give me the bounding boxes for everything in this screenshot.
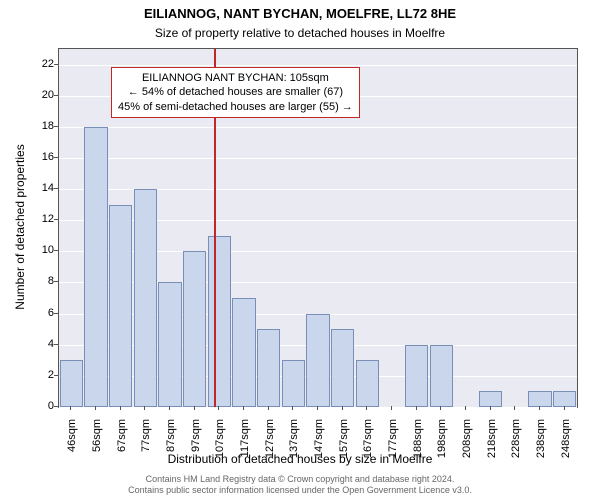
y-tick-label: 4 <box>6 338 54 350</box>
x-tick-label: 208sqm <box>461 419 473 469</box>
x-tick-label: 97sqm <box>190 419 202 469</box>
y-tick-mark <box>54 375 58 376</box>
bar <box>109 205 132 407</box>
bar <box>134 189 157 407</box>
y-tick-label: 0 <box>6 400 54 412</box>
x-tick-mark <box>292 406 293 410</box>
y-tick-label: 2 <box>6 369 54 381</box>
x-tick-mark <box>490 406 491 410</box>
chart-title-main: EILIANNOG, NANT BYCHAN, MOELFRE, LL72 8H… <box>0 6 600 21</box>
y-tick-label: 14 <box>6 182 54 194</box>
bar <box>331 329 354 407</box>
gridline <box>59 158 577 159</box>
gridline <box>59 65 577 66</box>
y-tick-mark <box>54 406 58 407</box>
x-tick-label: 77sqm <box>140 419 152 469</box>
x-tick-mark <box>268 406 269 410</box>
plot-area: EILIANNOG NANT BYCHAN: 105sqm ← 54% of d… <box>58 48 578 408</box>
y-tick-mark <box>54 219 58 220</box>
x-tick-mark <box>95 406 96 410</box>
bar <box>84 127 107 407</box>
x-tick-mark <box>218 406 219 410</box>
y-tick-mark <box>54 157 58 158</box>
y-tick-label: 20 <box>6 89 54 101</box>
gridline <box>59 127 577 128</box>
x-tick-mark <box>416 406 417 410</box>
x-tick-label: 147sqm <box>313 419 325 469</box>
y-tick-label: 18 <box>6 120 54 132</box>
footer-line-2: Contains public sector information licen… <box>0 485 600 496</box>
x-tick-mark <box>194 406 195 410</box>
bar <box>479 391 502 407</box>
x-tick-label: 238sqm <box>535 419 547 469</box>
x-tick-mark <box>169 406 170 410</box>
y-tick-label: 16 <box>6 151 54 163</box>
x-tick-mark <box>120 406 121 410</box>
footer-text: Contains HM Land Registry data © Crown c… <box>0 474 600 497</box>
y-tick-label: 12 <box>6 213 54 225</box>
x-tick-label: 198sqm <box>436 419 448 469</box>
x-tick-label: 157sqm <box>338 419 350 469</box>
x-tick-label: 177sqm <box>387 419 399 469</box>
annotation-box: EILIANNOG NANT BYCHAN: 105sqm ← 54% of d… <box>111 67 360 118</box>
y-tick-mark <box>54 281 58 282</box>
x-tick-mark <box>440 406 441 410</box>
x-tick-label: 248sqm <box>560 419 572 469</box>
x-tick-mark <box>539 406 540 410</box>
y-tick-mark <box>54 126 58 127</box>
bar <box>405 345 428 407</box>
y-tick-label: 8 <box>6 275 54 287</box>
bar <box>208 236 231 407</box>
x-tick-label: 56sqm <box>91 419 103 469</box>
annotation-line-3: 45% of semi-detached houses are larger (… <box>118 100 353 114</box>
footer-line-1: Contains HM Land Registry data © Crown c… <box>0 474 600 485</box>
x-tick-mark <box>342 406 343 410</box>
x-tick-label: 188sqm <box>412 419 424 469</box>
annotation-line-2: ← 54% of detached houses are smaller (67… <box>118 85 353 99</box>
bar <box>282 360 305 407</box>
chart-container: EILIANNOG, NANT BYCHAN, MOELFRE, LL72 8H… <box>0 0 600 500</box>
gridline <box>59 407 577 408</box>
y-tick-label: 10 <box>6 244 54 256</box>
x-tick-mark <box>391 406 392 410</box>
y-tick-label: 22 <box>6 58 54 70</box>
x-tick-label: 67sqm <box>116 419 128 469</box>
y-tick-mark <box>54 95 58 96</box>
y-tick-label: 6 <box>6 307 54 319</box>
x-tick-label: 127sqm <box>264 419 276 469</box>
x-tick-label: 117sqm <box>239 419 251 469</box>
annotation-line-1: EILIANNOG NANT BYCHAN: 105sqm <box>118 71 353 85</box>
x-tick-mark <box>70 406 71 410</box>
y-tick-mark <box>54 344 58 345</box>
bar <box>356 360 379 407</box>
x-tick-label: 167sqm <box>362 419 374 469</box>
bar <box>430 345 453 407</box>
bar <box>158 282 181 407</box>
x-tick-mark <box>144 406 145 410</box>
chart-title-sub: Size of property relative to detached ho… <box>0 26 600 40</box>
bar <box>183 251 206 407</box>
bar <box>528 391 551 407</box>
bar <box>306 314 329 407</box>
x-tick-mark <box>317 406 318 410</box>
bar <box>257 329 280 407</box>
bar <box>60 360 83 407</box>
bar <box>553 391 576 407</box>
y-tick-mark <box>54 313 58 314</box>
x-tick-label: 228sqm <box>510 419 522 469</box>
x-tick-label: 107sqm <box>214 419 226 469</box>
x-tick-mark <box>366 406 367 410</box>
x-tick-mark <box>564 406 565 410</box>
x-tick-label: 46sqm <box>66 419 78 469</box>
x-tick-label: 137sqm <box>288 419 300 469</box>
x-tick-label: 218sqm <box>486 419 498 469</box>
x-tick-mark <box>465 406 466 410</box>
bar <box>232 298 255 407</box>
x-tick-label: 87sqm <box>165 419 177 469</box>
x-tick-mark <box>243 406 244 410</box>
y-tick-mark <box>54 188 58 189</box>
x-tick-mark <box>514 406 515 410</box>
y-tick-mark <box>54 250 58 251</box>
y-tick-mark <box>54 64 58 65</box>
